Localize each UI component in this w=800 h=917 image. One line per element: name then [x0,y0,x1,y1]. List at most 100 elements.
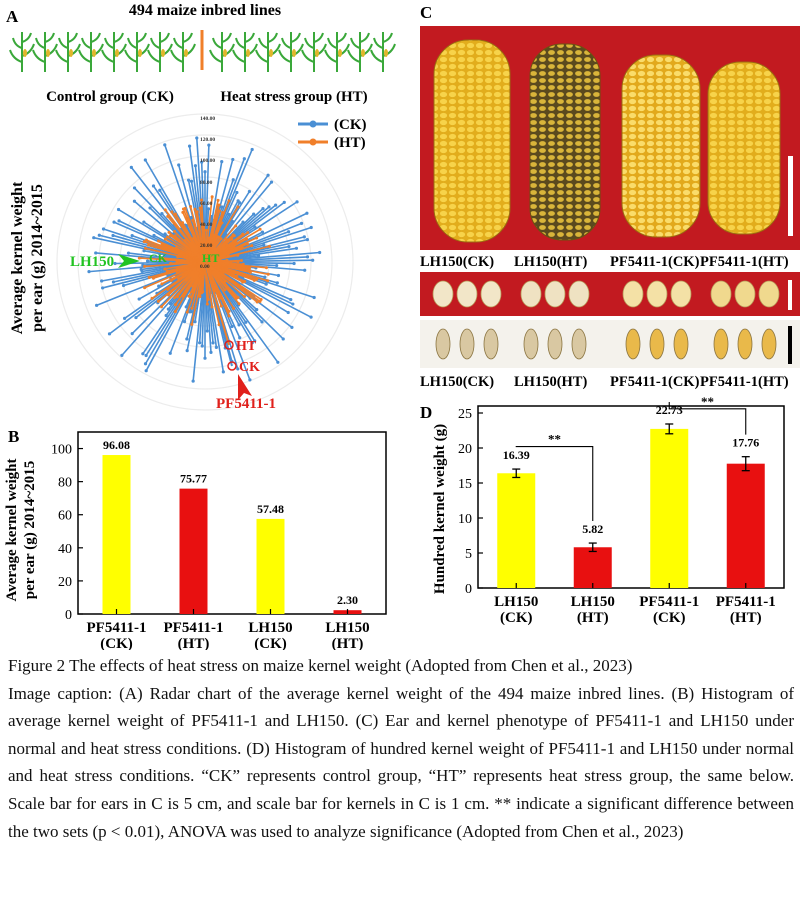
ck-point [283,201,286,204]
panel-b-chart: B Average kernel weight per ear (g) 2014… [0,418,410,650]
kernel-icon [572,329,586,359]
ck-point [120,354,123,357]
ht-point [246,231,249,234]
bar-value-label: 75.77 [180,472,207,486]
ht-point [174,212,177,215]
ht-point [184,207,187,210]
maize-plant-icon [33,32,57,72]
ck-point [274,204,277,207]
ck-point [318,251,321,254]
ht-point [236,254,239,257]
x-tick-label: (CK) [500,610,533,626]
maize-plant-icon [56,32,80,72]
ht-point [265,266,268,269]
bar-value-label: 57.48 [257,502,284,516]
panel-c-letter: C [420,3,432,22]
ck-point [311,259,314,262]
ht-point [220,305,223,308]
y-tick-label: 15 [458,477,472,492]
panel-a: A 494 maize inbred lines Control group (… [0,0,410,415]
ck-point [292,262,295,265]
kernel-icon [484,329,498,359]
x-tick-label: LH150 [248,620,292,636]
maize-plant-icon [210,32,234,72]
ear-lh150-ht [530,44,600,240]
ck-point [266,174,269,177]
ck-point [144,362,147,365]
ck-point [251,148,254,151]
maize-plant-icon [302,32,326,72]
ck-point [163,143,166,146]
x-tick-label: (HT) [332,636,364,650]
panel-a-letter: A [6,7,19,26]
ht-point [167,231,170,234]
ck-point [186,349,189,352]
caption-body: Image caption: (A) Radar chart of the av… [8,680,794,846]
ck-point [185,305,188,308]
panel-a-ylabel-line2: per ear (g) 2014~2015 [29,184,46,332]
ck-point [190,180,193,183]
panel-d-ylabel: Hundred kernel weight (g) [432,424,448,594]
ck-point [215,346,218,349]
pf-label: PF5411-1 [216,396,276,412]
legend-ht-label: (HT) [334,135,366,151]
ht-point [206,303,209,306]
ck-point [303,269,306,272]
ck-point [101,286,104,289]
ck-point [287,230,290,233]
ht-point [230,238,233,241]
ht-point [256,301,259,304]
ck-point [203,170,206,173]
panel-c: C LH150(CK) LH150(HT) PF5411-1(CK) PF541… [412,0,800,392]
ht-point [190,323,193,326]
x-tick-label: PF5411-1 [639,594,699,610]
ck-point [102,227,105,230]
y-tick-label: 0 [65,608,72,623]
kernel-icon [762,329,776,359]
x-tick-label: LH150 [325,620,369,636]
kernel-icon [714,329,728,359]
kernel-label: LH150(HT) [514,374,587,390]
lh150-ht-label: HT [202,251,219,265]
bar [180,489,208,614]
ht-point [232,307,235,310]
y-tick-label: 20 [58,575,72,590]
legend-ht-marker [310,139,317,146]
kernel-scale-bar-bottom [788,326,792,364]
figure-caption: Figure 2 The effects of heat stress on m… [8,652,794,845]
ck-point [201,344,204,347]
ht-point [218,209,221,212]
ht-point [164,208,167,211]
ck-point [133,200,136,203]
ck-point [167,307,170,310]
ear-pf5411-ck [622,55,700,237]
ck-point [261,207,264,210]
pf-ck-label: CK [239,360,260,375]
x-tick-label: (HT) [730,610,762,626]
ht-point [189,205,192,208]
ht-point [267,273,270,276]
kernel-icon [738,329,752,359]
panel-b-ylabel-line1: Average kernel weight [4,458,20,601]
ck-point [138,297,141,300]
ck-point [276,361,279,364]
ck-point [232,178,235,181]
ck-point [211,341,214,344]
ck-point [130,166,133,169]
kernel-icon [548,329,562,359]
ck-point [131,332,134,335]
ht-point [237,260,240,263]
kernel-icon [460,329,474,359]
ck-point [270,181,273,184]
ck-point [117,219,120,222]
x-tick-label: LH150 [571,594,615,610]
radar-tick: 40.00 [200,222,213,228]
lh150-ck-label: CK [149,251,168,265]
ck-point [122,284,125,287]
kernel-label: PF5411-1(CK) [610,374,700,390]
ck-point [265,283,268,286]
kernel-icon [433,281,453,307]
ck-point [152,184,155,187]
ck-point [145,369,148,372]
y-tick-label: 0 [465,582,472,597]
